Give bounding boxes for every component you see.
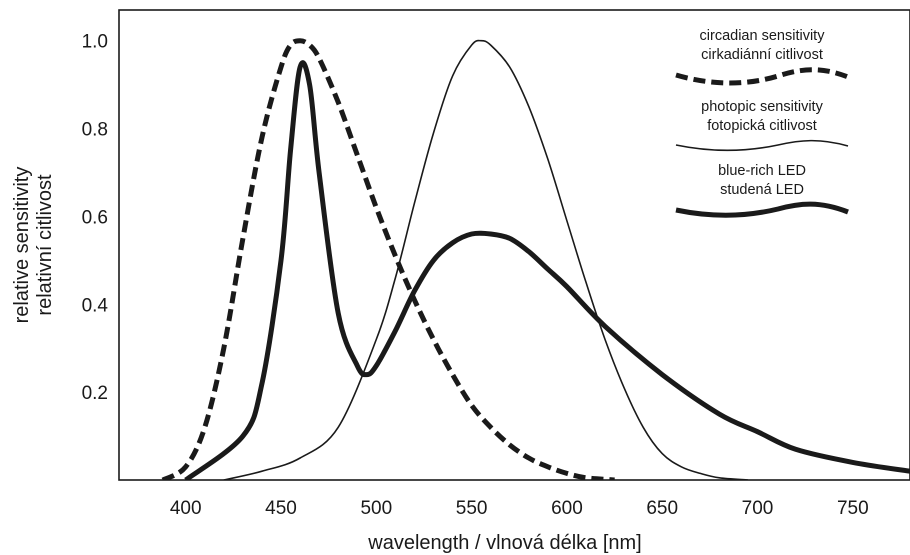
- y-axis-label-line-2: relativní citlivost: [34, 174, 56, 316]
- y-axis-label: relative sensitivity relativní citlivost: [11, 167, 56, 324]
- legend-led-label-2: studená LED: [720, 182, 804, 198]
- x-tick-label-500: 500: [360, 498, 392, 519]
- circadian-sensitivity-line: [161, 38, 615, 480]
- y-tick-label-0-6: 0.6: [82, 207, 108, 228]
- legend: circadian sensitivity cirkadiánní citliv…: [675, 28, 849, 218]
- blue-rich-led-line: [184, 60, 910, 480]
- x-tick-label-600: 600: [551, 498, 583, 519]
- x-tick-label-450: 450: [265, 498, 297, 519]
- x-axis-label: wavelength / vlnová délka [nm]: [367, 532, 642, 554]
- x-tick-label-550: 550: [456, 498, 488, 519]
- legend-photopic-label-1: photopic sensitivity: [701, 99, 823, 115]
- plot-frame: [118, 9, 910, 481]
- y-axis-label-line-1: relative sensitivity: [11, 167, 33, 324]
- legend-led-label-1: blue-rich LED: [718, 163, 806, 179]
- legend-circadian-label-2: cirkadiánní citlivost: [701, 47, 823, 63]
- tick-layer: 400 450 500 550 600 650 700 750 0.2 0.4 0.6 0.8 1.0: [82, 32, 869, 519]
- y-tick-label-0-4: 0.4: [82, 295, 109, 316]
- x-tick-label-700: 700: [742, 498, 774, 519]
- legend-circadian-swatch: [675, 67, 849, 86]
- photopic-sensitivity-line: [223, 39, 749, 480]
- x-tick-label-400: 400: [170, 498, 202, 519]
- legend-circadian-label-1: circadian sensitivity: [700, 28, 826, 44]
- x-tick-label-650: 650: [646, 498, 678, 519]
- series-layer: [161, 38, 910, 480]
- y-tick-label-0-2: 0.2: [82, 383, 108, 404]
- y-tick-label-1-0: 1.0: [82, 32, 108, 53]
- legend-photopic-swatch: [675, 139, 849, 152]
- legend-photopic-label-2: fotopická citlivost: [707, 118, 817, 134]
- legend-led-swatch: [675, 201, 849, 218]
- y-tick-label-0-8: 0.8: [82, 120, 108, 141]
- x-tick-label-750: 750: [837, 498, 869, 519]
